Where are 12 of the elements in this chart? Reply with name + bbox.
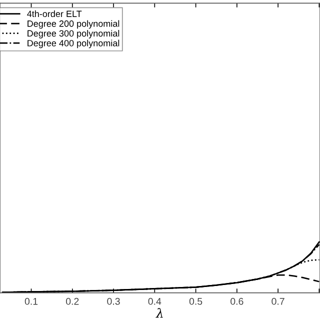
x-tick-label: 0.7 — [272, 298, 284, 305]
legend-label: 4th-order ELT — [27, 10, 82, 18]
x-tick-label: 0.4 — [148, 298, 162, 305]
legend-label: Degree 400 polynomial — [28, 40, 120, 48]
legend-label: Degree 200 polynomial — [28, 20, 120, 29]
x-tick-label: 0.1 — [24, 298, 38, 305]
x-tick-label: 0.6 — [230, 298, 244, 305]
x-tick-label: 0.2 — [66, 298, 79, 305]
legend-label: Degree 300 polynomial — [28, 30, 120, 38]
x-tick-label: 0.3 — [107, 298, 120, 305]
x-axis-title: λ — [156, 308, 163, 318]
x-tick-label: 0.5 — [189, 298, 202, 305]
